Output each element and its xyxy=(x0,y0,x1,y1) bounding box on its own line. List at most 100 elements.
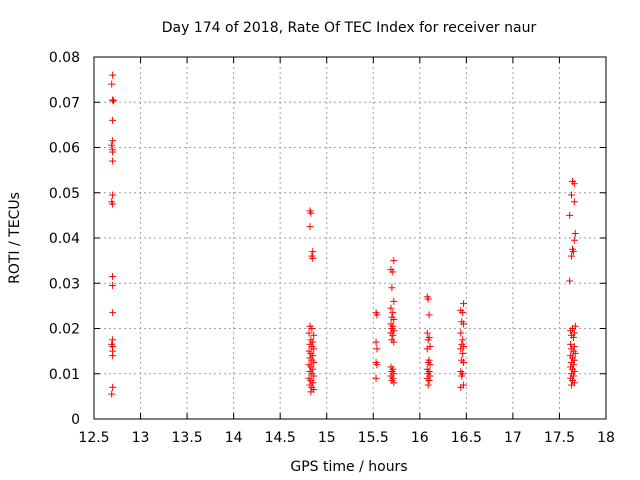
data-point xyxy=(568,252,576,260)
x-tick-label: 14.5 xyxy=(265,430,296,446)
data-point xyxy=(426,361,434,369)
data-point xyxy=(568,191,576,199)
x-axis-label: GPS time / hours xyxy=(290,459,407,475)
data-point xyxy=(569,334,577,342)
y-tick-label: 0.07 xyxy=(49,95,80,111)
plot-frame xyxy=(93,56,607,420)
data-point xyxy=(423,345,431,353)
data-point xyxy=(425,377,433,385)
data-point xyxy=(459,336,467,344)
data-point xyxy=(110,97,118,105)
data-point xyxy=(457,345,465,353)
data-point xyxy=(310,358,318,366)
data-point xyxy=(310,372,318,380)
data-point xyxy=(460,358,468,366)
x-tick-label: 16.5 xyxy=(451,430,482,446)
data-point xyxy=(570,180,578,188)
data-point xyxy=(458,372,466,380)
data-point xyxy=(569,248,577,256)
data-point xyxy=(109,282,117,290)
x-tick-label: 18 xyxy=(597,430,615,446)
data-point xyxy=(309,254,317,262)
data-point xyxy=(387,304,395,312)
x-tick-label: 13 xyxy=(132,430,150,446)
data-point xyxy=(390,315,398,323)
x-tick-label: 13.5 xyxy=(172,430,203,446)
data-point xyxy=(109,96,117,104)
data-point xyxy=(388,284,396,292)
y-tick-label: 0.05 xyxy=(49,186,80,202)
x-tick-label: 16 xyxy=(411,430,429,446)
x-axis-tick-labels: 12.5 13 13.5 14 14.5 15 15.5 16 16.5 17 17.5 18 xyxy=(78,430,615,446)
data-point xyxy=(567,327,575,335)
data-point xyxy=(109,352,117,360)
data-point xyxy=(108,80,116,88)
x-tick-label: 17 xyxy=(504,430,522,446)
data-point xyxy=(389,309,397,317)
y-axis-tick-labels: 0 0.01 0.02 0.03 0.04 0.05 0.06 0.07 0.08 xyxy=(49,50,80,428)
chart-title: Day 174 of 2018, Rate Of TEC Index for r… xyxy=(162,20,537,36)
data-point xyxy=(390,379,398,387)
data-point xyxy=(306,223,314,231)
data-point xyxy=(457,383,465,391)
y-tick-label: 0.03 xyxy=(49,276,80,292)
grid-lines xyxy=(94,57,606,419)
x-tick-label: 15 xyxy=(318,430,336,446)
data-point xyxy=(310,345,318,353)
data-point xyxy=(109,191,117,199)
data-point xyxy=(390,297,398,305)
data-point xyxy=(568,381,576,389)
data-point xyxy=(425,311,433,319)
data-point xyxy=(459,349,467,357)
data-point xyxy=(459,309,467,317)
data-point xyxy=(372,374,380,382)
x-tick-label: 17.5 xyxy=(544,430,575,446)
x-tick-label: 12.5 xyxy=(78,430,109,446)
data-point xyxy=(310,331,318,339)
data-point xyxy=(571,229,579,237)
data-point xyxy=(109,309,117,317)
y-axis-label: ROTI / TECUs xyxy=(7,192,23,284)
data-point xyxy=(457,329,465,337)
data-point xyxy=(424,295,432,303)
data-point xyxy=(390,338,398,346)
y-tick-label: 0.04 xyxy=(49,231,80,247)
data-point xyxy=(308,325,316,332)
y-tick-label: 0.01 xyxy=(49,367,80,383)
data-point xyxy=(109,272,117,280)
data-point xyxy=(373,345,381,353)
data-point xyxy=(567,340,575,348)
data-point xyxy=(390,257,398,265)
data-point xyxy=(566,277,574,285)
data-point xyxy=(109,71,117,79)
data-point xyxy=(109,200,117,208)
data-point xyxy=(423,329,431,337)
y-tick-label: 0.08 xyxy=(49,50,80,66)
data-point xyxy=(109,383,117,391)
data-point xyxy=(109,336,117,344)
y-tick-label: 0.02 xyxy=(49,322,80,338)
data-point xyxy=(109,148,117,156)
data-point xyxy=(570,236,578,244)
data-point xyxy=(109,137,117,145)
data-point xyxy=(108,390,116,398)
data-point xyxy=(307,388,315,396)
data-point xyxy=(372,338,380,346)
data-point xyxy=(570,198,578,206)
data-point xyxy=(373,311,381,319)
data-point xyxy=(571,349,579,357)
data-point xyxy=(307,209,315,217)
data-points xyxy=(108,71,579,398)
data-point xyxy=(389,268,397,276)
data-point xyxy=(424,336,432,344)
data-point xyxy=(460,300,468,308)
data-point xyxy=(424,381,432,389)
data-point xyxy=(373,361,381,369)
data-point xyxy=(389,331,397,339)
data-point xyxy=(460,320,468,328)
data-point xyxy=(109,116,117,124)
data-point xyxy=(309,248,317,256)
x-tick-label: 14 xyxy=(225,430,243,446)
data-point xyxy=(566,211,574,219)
